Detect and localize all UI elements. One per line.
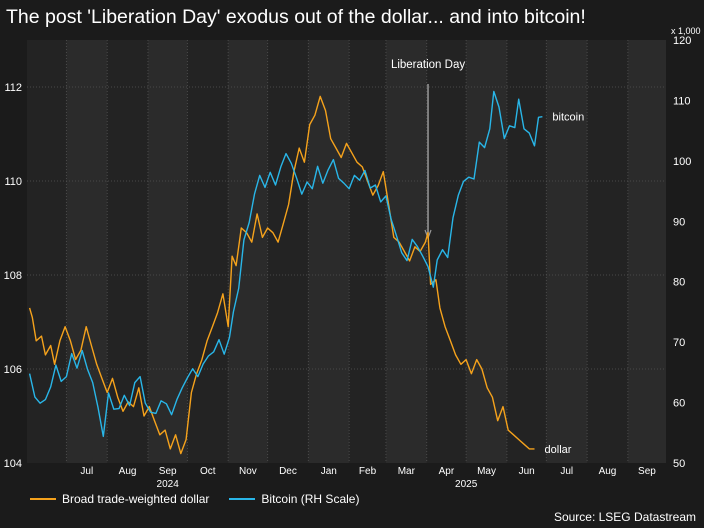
legend-label-bitcoin: Bitcoin (RH Scale) [261, 492, 360, 506]
month-tick-label: Aug [599, 466, 617, 477]
month-tick-label: Jun [519, 466, 535, 477]
month-tick-label: Feb [359, 466, 377, 477]
month-tick-label: Aug [119, 466, 137, 477]
left-axis: 104 106 108 110 112 [4, 82, 22, 470]
chart-title: The post 'Liberation Day' exodus out of … [6, 6, 586, 28]
dollar-series-line [28, 95, 535, 455]
month-tick-label: Jan [321, 466, 337, 477]
right-tick-label: 60 [673, 398, 685, 410]
right-tick-label: 120 [673, 35, 691, 47]
month-tick-label: Nov [239, 466, 257, 477]
month-tick-label: Dec [279, 466, 297, 477]
month-tick-label: Sep [638, 466, 656, 477]
series-end-labels: dollar bitcoin [545, 112, 585, 456]
right-tick-label: 100 [673, 156, 691, 168]
month-tick-label: Oct [200, 466, 216, 477]
right-tick-label: 80 [673, 277, 685, 289]
month-tick-label: Mar [398, 466, 416, 477]
annotation-label: Liberation Day [391, 59, 465, 71]
legend-item-bitcoin: Bitcoin (RH Scale) [229, 492, 359, 506]
bitcoin-series-line [28, 90, 543, 438]
month-tick-label: Sep [159, 466, 177, 477]
legend-label-dollar: Broad trade-weighted dollar [62, 492, 210, 506]
right-tick-label: 70 [673, 337, 685, 349]
month-tick-label: Apr [439, 466, 455, 477]
month-band [546, 40, 588, 463]
left-tick-label: 108 [4, 270, 22, 282]
legend-swatch-bitcoin [229, 498, 256, 500]
right-tick-label: 90 [673, 216, 685, 228]
right-tick-label: 50 [673, 458, 685, 470]
legend-item-dollar: Broad trade-weighted dollar [30, 492, 209, 506]
x-axis: Jul Aug Sep Oct Nov Dec Jan Feb Mar Apr May Jun Jul A… [80, 466, 656, 490]
month-bands [27, 40, 666, 463]
year-label: 2025 [455, 479, 478, 490]
bitcoin-end-label: bitcoin [552, 112, 584, 124]
left-tick-label: 104 [4, 458, 22, 470]
month-band [147, 40, 188, 463]
month-band [228, 40, 268, 463]
month-tick-label: May [477, 466, 496, 477]
left-tick-label: 106 [4, 364, 22, 376]
month-band [466, 40, 507, 463]
month-band [627, 40, 666, 463]
source-note: Source: LSEG Datastream [553, 510, 696, 524]
left-tick-label: 112 [4, 82, 22, 94]
right-tick-label: 110 [673, 95, 691, 107]
legend-swatch-dollar [30, 498, 56, 500]
legend: Broad trade-weighted dollar Bitcoin (RH … [30, 492, 379, 506]
series-lines [28, 90, 543, 455]
month-band [66, 40, 108, 463]
right-axis-multiplier: x 1,000 [671, 26, 701, 36]
month-band [308, 40, 350, 463]
dollar-end-label: dollar [545, 444, 572, 456]
year-label: 2024 [157, 479, 180, 490]
month-tick-label: Jul [560, 466, 573, 477]
left-tick-label: 110 [4, 176, 22, 188]
month-tick-label: Jul [80, 466, 93, 477]
